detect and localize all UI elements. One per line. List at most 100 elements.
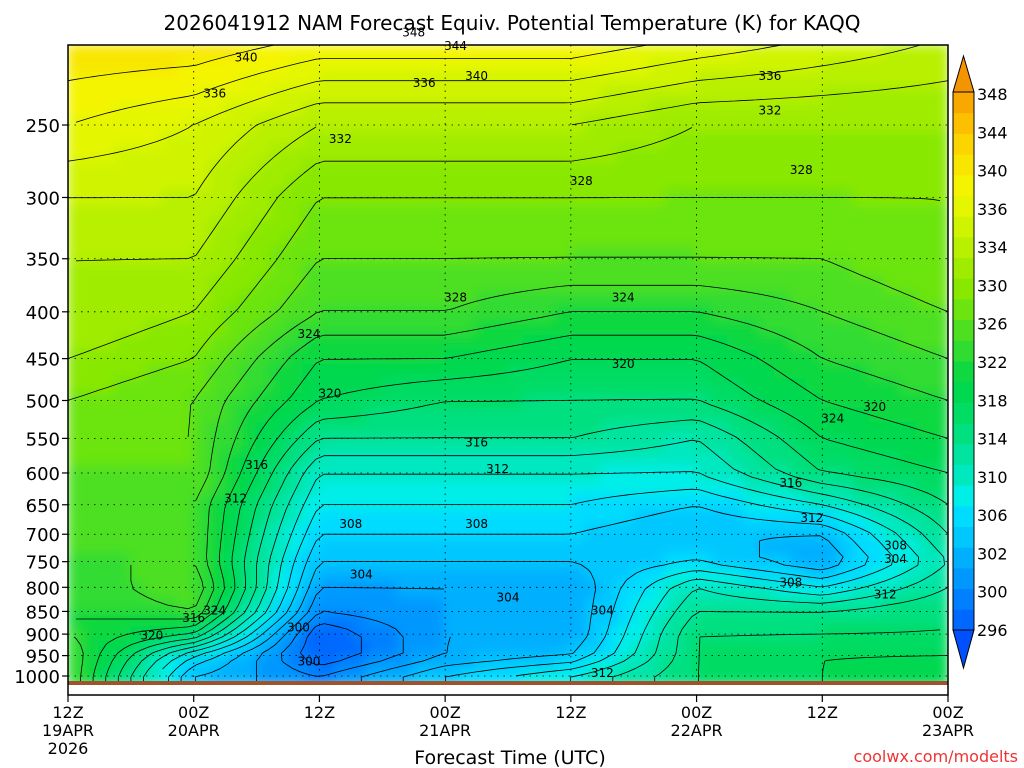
- field-cell: [585, 553, 604, 570]
- colorbar-swatch: [953, 361, 974, 383]
- field-cell: [789, 393, 808, 410]
- field-cell: [334, 524, 352, 541]
- contour-label-text: 336: [413, 76, 436, 90]
- field-cell: [884, 654, 902, 672]
- field-cell: [381, 116, 399, 134]
- field-cell: [852, 349, 871, 366]
- y-tick-label: 400: [26, 303, 60, 324]
- field-cell: [522, 58, 541, 75]
- field-cell: [444, 102, 462, 119]
- field-cell: [239, 494, 258, 512]
- field-cell: [852, 494, 871, 512]
- field-cell: [334, 611, 352, 628]
- field-cell: [428, 58, 447, 75]
- field-cell: [444, 262, 462, 279]
- field-cell: [397, 102, 415, 119]
- field-cell: [617, 582, 635, 599]
- field-cell: [491, 654, 509, 672]
- field-cell: [459, 58, 478, 75]
- field-cell: [632, 233, 651, 250]
- field-cell: [287, 364, 305, 381]
- field-cell: [82, 233, 101, 250]
- field-cell: [114, 45, 132, 61]
- field-cell: [224, 640, 242, 657]
- field-cell: [695, 494, 714, 512]
- contour-label: 312: [874, 588, 897, 602]
- field-cell: [98, 436, 117, 454]
- field-cell: [868, 160, 887, 177]
- field-cell: [538, 262, 557, 279]
- field-cell: [381, 131, 399, 148]
- field-cell: [601, 654, 619, 672]
- field-cell: [287, 218, 305, 235]
- field-cell: [774, 160, 792, 177]
- field-cell: [397, 204, 415, 221]
- field-cell: [412, 305, 431, 323]
- field-cell: [742, 567, 761, 585]
- field-cell: [145, 465, 164, 483]
- field-cell: [349, 494, 368, 512]
- field-cell: [507, 145, 525, 163]
- field-cell: [915, 247, 934, 265]
- field-cell: [868, 625, 887, 643]
- field-cell: [475, 596, 494, 614]
- field-cell: [271, 276, 289, 294]
- contour-label-text: 312: [874, 588, 897, 602]
- field-cell: [601, 553, 619, 570]
- field-cell: [538, 247, 557, 265]
- field-cell: [727, 407, 745, 425]
- field-cell: [82, 640, 101, 657]
- field-cell: [632, 364, 651, 381]
- field-cell: [821, 145, 839, 163]
- colorbar-swatch: [953, 588, 974, 610]
- field-cell: [884, 393, 902, 410]
- field-cell: [444, 291, 462, 308]
- field-cell: [287, 611, 305, 628]
- colorbar-label: 302: [977, 544, 1008, 563]
- field-cell: [522, 480, 541, 497]
- field-cell: [208, 102, 227, 119]
- field-cell: [931, 262, 948, 279]
- field-cell: [899, 654, 918, 672]
- field-cell: [931, 45, 948, 61]
- field-cell: [899, 218, 918, 235]
- field-cell: [679, 451, 698, 468]
- field-cell: [884, 451, 902, 468]
- field-cell: [397, 305, 415, 323]
- field-cell: [852, 393, 871, 410]
- field-cell: [491, 87, 509, 105]
- field-cell: [805, 553, 824, 570]
- field-cell: [711, 611, 729, 628]
- field-cell: [129, 174, 148, 192]
- field-cell: [632, 145, 651, 163]
- field-cell: [161, 451, 179, 468]
- field-cell: [192, 320, 211, 337]
- field-cell: [915, 596, 934, 614]
- field-cell: [758, 611, 777, 628]
- field-cell: [271, 364, 289, 381]
- field-cell: [507, 625, 525, 643]
- field-cell: [805, 276, 824, 294]
- field-cell: [837, 131, 855, 148]
- field-cell: [114, 145, 132, 163]
- y-tick-label: 650: [26, 496, 60, 517]
- field-cell: [318, 625, 337, 643]
- field-cell: [349, 524, 368, 541]
- field-cell: [569, 654, 588, 672]
- field-cell: [161, 262, 179, 279]
- field-cell: [444, 611, 462, 628]
- field-cell: [601, 640, 619, 657]
- field-cell: [459, 291, 478, 308]
- field-cell: [68, 393, 85, 410]
- field-cell: [287, 320, 305, 337]
- field-cell: [145, 218, 164, 235]
- field-cell: [397, 364, 415, 381]
- field-cell: [192, 73, 211, 90]
- field-cell: [239, 422, 258, 439]
- field-cell: [742, 334, 761, 352]
- field-cell: [475, 218, 494, 235]
- field-cell: [459, 204, 478, 221]
- field-cell: [774, 116, 792, 134]
- contour-label-text: 316: [245, 458, 268, 472]
- field-cell: [554, 524, 572, 541]
